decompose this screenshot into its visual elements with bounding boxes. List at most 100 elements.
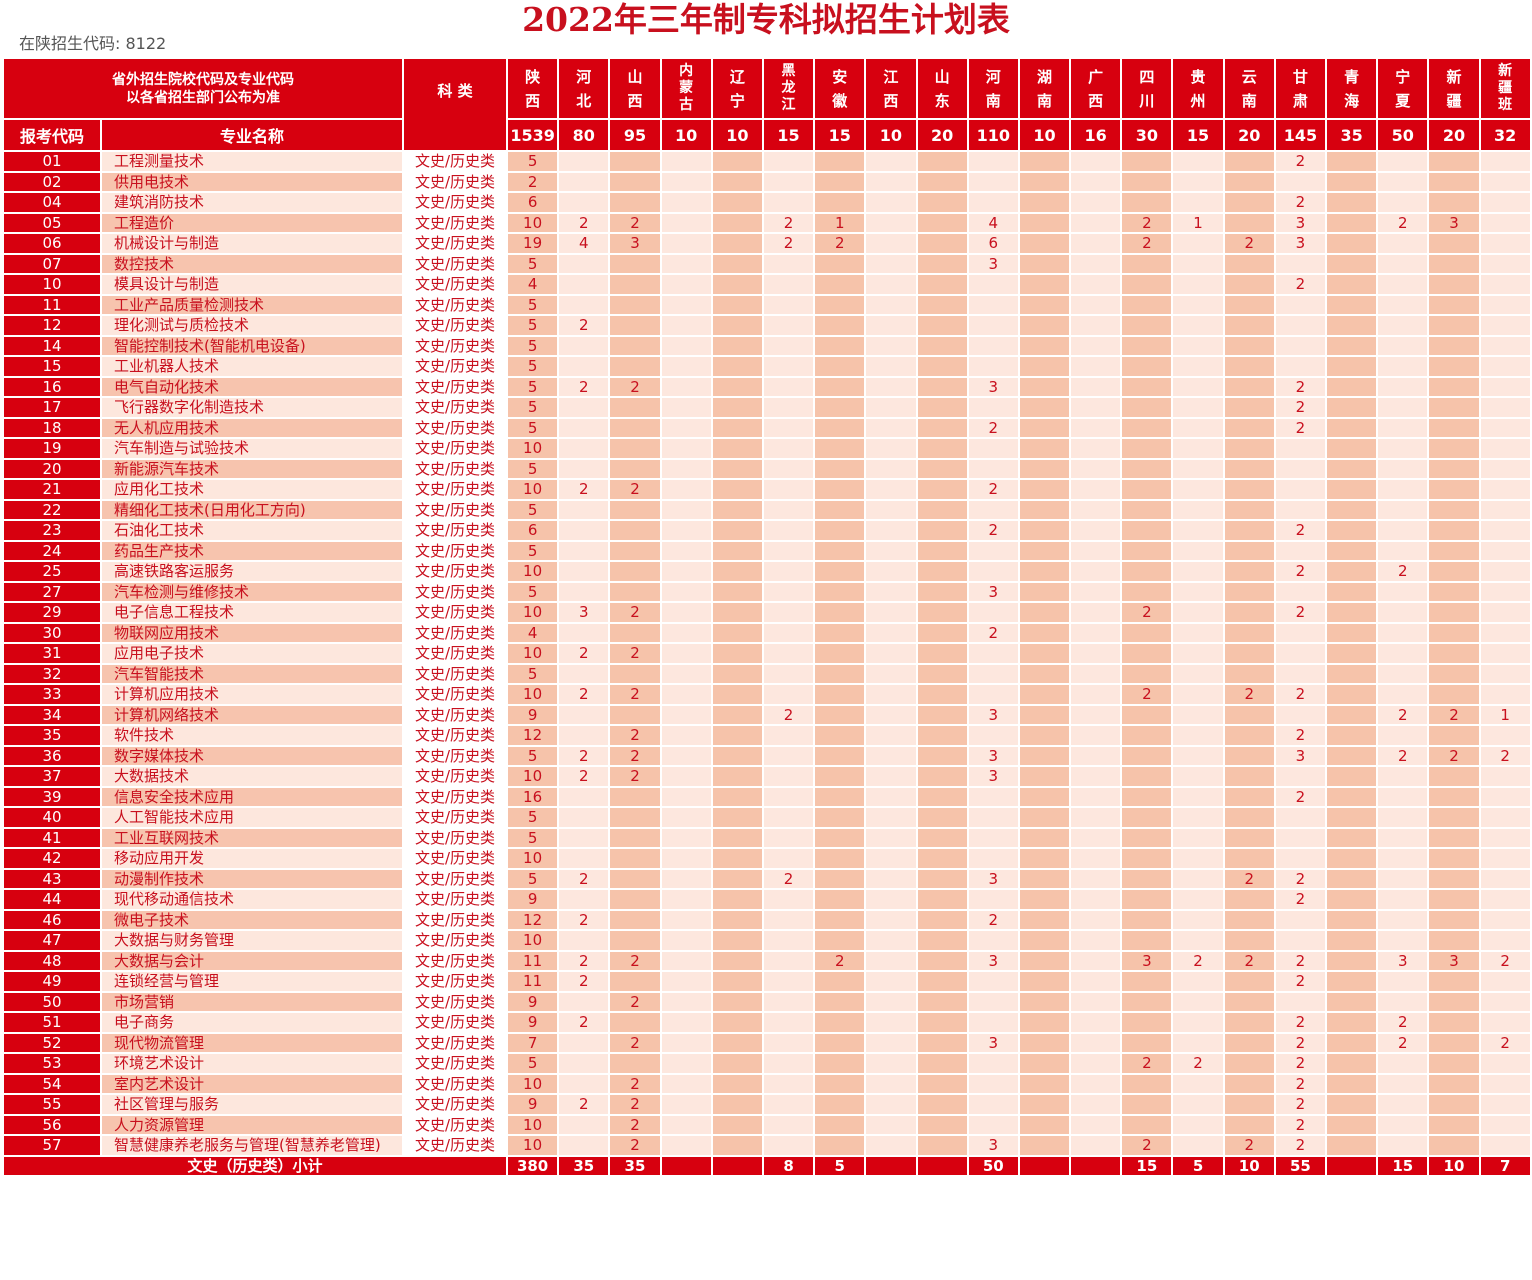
major-name: 供用电技术 xyxy=(100,170,404,193)
quota-cell xyxy=(1324,970,1379,993)
quota-cell xyxy=(1069,375,1123,398)
quota-cell xyxy=(761,334,816,357)
quota-cell xyxy=(915,396,969,419)
quota-cell xyxy=(659,703,713,726)
quota-cell xyxy=(915,580,969,603)
quota-cell xyxy=(966,396,1020,419)
quota-cell xyxy=(761,170,816,193)
quota-cell xyxy=(659,539,713,562)
table-row: 27 汽车检测与维修技术 文史/历史类 5 3 xyxy=(2,580,1532,603)
major-code: 43 xyxy=(2,867,102,890)
quota-cell: 10 xyxy=(505,1134,560,1157)
category: 文史/历史类 xyxy=(402,580,508,603)
quota-cell xyxy=(864,437,918,460)
quota-cell xyxy=(761,293,816,316)
quota-cell xyxy=(1171,375,1225,398)
major-name: 药品生产技术 xyxy=(100,539,404,562)
quota-cell xyxy=(915,703,969,726)
quota-cell xyxy=(1273,806,1328,829)
quota-cell xyxy=(659,355,713,378)
major-name: 高速铁路客运服务 xyxy=(100,560,404,583)
category: 文史/历史类 xyxy=(402,970,508,993)
major-code: 05 xyxy=(2,211,102,234)
category: 文史/历史类 xyxy=(402,929,508,952)
quota-cell xyxy=(557,580,611,603)
quota-cell: 2 xyxy=(1273,949,1328,972)
quota-cell xyxy=(761,560,816,583)
quota-cell xyxy=(659,908,713,931)
quota-cell xyxy=(1171,621,1225,644)
quota-cell xyxy=(1324,1113,1379,1136)
quota-cell: 2 xyxy=(1222,232,1276,255)
quota-cell xyxy=(557,293,611,316)
quota-cell xyxy=(1222,1031,1276,1054)
quota-cell xyxy=(608,847,662,870)
quota-cell xyxy=(1427,170,1481,193)
quota-cell xyxy=(659,888,713,911)
quota-cell xyxy=(659,1031,713,1054)
quota-cell: 5 xyxy=(505,314,560,337)
quota-cell xyxy=(966,662,1020,685)
quota-cell xyxy=(1324,929,1379,952)
quota-cell xyxy=(915,765,969,788)
major-name: 数字媒体技术 xyxy=(100,744,404,767)
major-name: 大数据技术 xyxy=(100,765,404,788)
quota-cell xyxy=(966,355,1020,378)
quota-cell xyxy=(1324,580,1379,603)
quota-cell xyxy=(1120,560,1174,583)
quota-cell xyxy=(1273,170,1328,193)
quota-cell xyxy=(1017,847,1072,870)
quota-cell xyxy=(966,1052,1020,1075)
major-name: 汽车制造与试验技术 xyxy=(100,437,404,460)
quota-cell: 2 xyxy=(608,1072,662,1095)
quota-cell xyxy=(1069,847,1123,870)
table-row: 57 智慧健康养老服务与管理(智慧养老管理) 文史/历史类 10 2 3 2 2 2 xyxy=(2,1134,1532,1157)
quota-cell: 10 xyxy=(505,1113,560,1136)
quota-cell xyxy=(1069,1113,1123,1136)
quota-cell xyxy=(710,908,764,931)
quota-cell xyxy=(1017,478,1072,501)
quota-cell xyxy=(761,396,816,419)
major-name: 电子商务 xyxy=(100,1011,404,1034)
quota-cell: 2 xyxy=(1120,211,1174,234)
quota-cell xyxy=(1017,970,1072,993)
quota-cell xyxy=(1324,191,1379,214)
quota-cell xyxy=(1324,498,1379,521)
quota-cell xyxy=(813,929,867,952)
quota-cell: 2 xyxy=(966,416,1020,439)
quota-cell xyxy=(1120,847,1174,870)
quota-cell xyxy=(1171,724,1225,747)
quota-cell xyxy=(761,990,816,1013)
quota-cell xyxy=(1478,519,1532,542)
quota-cell xyxy=(1427,826,1481,849)
quota-cell: 2 xyxy=(761,867,816,890)
quota-cell xyxy=(1120,519,1174,542)
quota-cell xyxy=(864,867,918,890)
quota-cell xyxy=(761,580,816,603)
quota-cell xyxy=(966,847,1020,870)
quota-cell xyxy=(1427,929,1481,952)
quota-cell xyxy=(1427,334,1481,357)
major-name: 工业机器人技术 xyxy=(100,355,404,378)
quota-cell xyxy=(1376,1072,1430,1095)
quota-cell: 5 xyxy=(505,293,560,316)
quota-cell xyxy=(1324,1093,1379,1116)
quota-cell xyxy=(915,560,969,583)
quota-cell xyxy=(1376,293,1430,316)
quota-cell xyxy=(1120,314,1174,337)
table-row: 55 社区管理与服务 文史/历史类 9 2 2 2 xyxy=(2,1093,1532,1116)
quota-cell xyxy=(557,1134,611,1157)
quota-cell xyxy=(1376,785,1430,808)
quota-cell xyxy=(761,1052,816,1075)
quota-cell: 5 xyxy=(505,580,560,603)
major-code: 54 xyxy=(2,1072,102,1095)
quota-cell xyxy=(1427,416,1481,439)
category: 文史/历史类 xyxy=(402,1052,508,1075)
quota-cell xyxy=(557,396,611,419)
quota-cell xyxy=(1171,1011,1225,1034)
quota-cell xyxy=(864,990,918,1013)
quota-cell xyxy=(1376,478,1430,501)
quota-cell xyxy=(1427,1031,1481,1054)
quota-cell xyxy=(864,785,918,808)
major-name: 大数据与会计 xyxy=(100,949,404,972)
